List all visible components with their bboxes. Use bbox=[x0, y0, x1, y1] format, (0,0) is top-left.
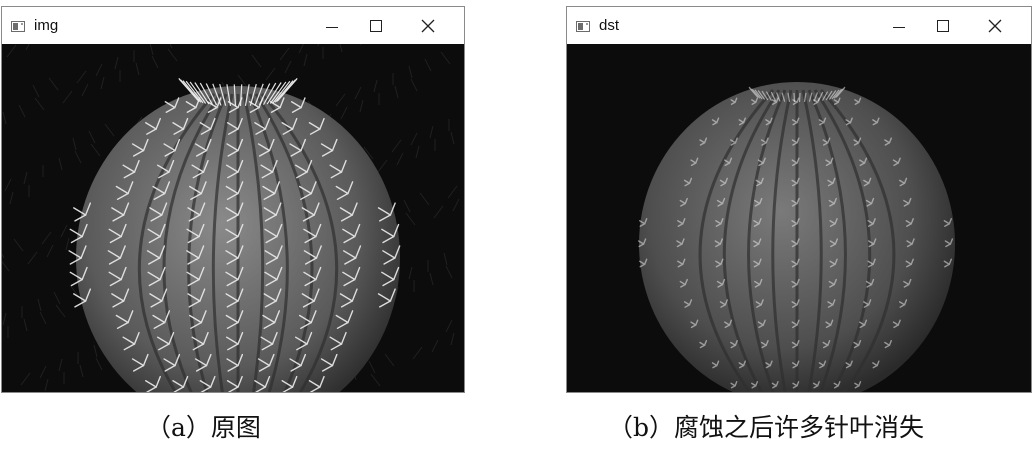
close-icon[interactable] bbox=[973, 13, 1017, 39]
title-bar[interactable]: dst bbox=[567, 7, 1031, 44]
cactus-image-eroded bbox=[567, 44, 1031, 392]
maximize-icon[interactable] bbox=[921, 13, 965, 39]
image-canvas bbox=[567, 44, 1031, 392]
title-bar[interactable]: img bbox=[2, 7, 464, 44]
window-title: dst bbox=[599, 17, 620, 34]
figure-caption-b: （b）腐蚀之后许多针叶消失 bbox=[608, 413, 925, 442]
minimize-icon[interactable] bbox=[310, 13, 354, 39]
panel-eroded: dst bbox=[566, 6, 1032, 393]
app-window-icon bbox=[11, 21, 25, 32]
window-title: img bbox=[34, 17, 59, 34]
figure-caption-a: （a）原图 bbox=[146, 413, 261, 442]
panel-original: img bbox=[1, 6, 465, 393]
close-icon[interactable] bbox=[406, 13, 450, 39]
maximize-icon[interactable] bbox=[354, 13, 398, 39]
image-canvas bbox=[2, 44, 464, 392]
cactus-image bbox=[2, 44, 464, 392]
minimize-icon[interactable] bbox=[877, 13, 921, 39]
window-dst: dst bbox=[566, 6, 1032, 393]
window-img: img bbox=[1, 6, 465, 393]
app-window-icon bbox=[576, 21, 590, 32]
